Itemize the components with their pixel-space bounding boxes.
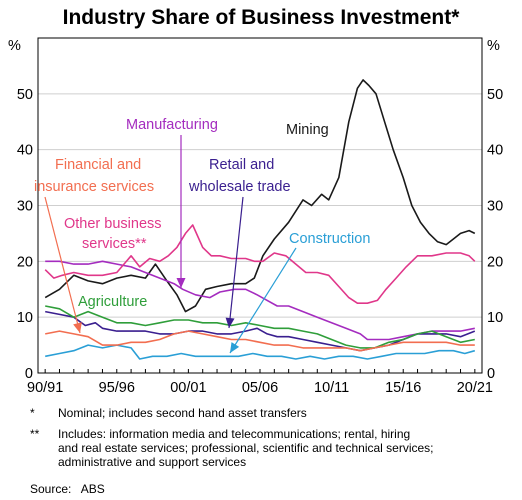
annotation-mining: Mining [286,122,329,138]
series-lines [44,79,476,360]
x-tick-95-96: 95/96 [99,380,135,396]
y-axis-unit-right: % [487,38,500,54]
y-tick-left-50: 50 [17,87,33,103]
arrow-financial [44,196,81,334]
annotation-arrows [44,135,297,354]
series-line-construction [45,344,476,360]
x-tick-00-01: 00/01 [170,380,206,396]
y-tick-right-50: 50 [487,87,503,103]
footnote-2-line1: Includes: information media and telecomm… [58,427,411,441]
footnote-1-marker: * [30,406,35,420]
series-line-manufacturing [45,260,475,341]
source-value: ABS [80,482,105,496]
y-tick-left-10: 10 [17,310,33,326]
source-line: Source: ABS [30,482,105,496]
footnote-2-line3: administrative and support services [58,455,247,469]
annotation-agriculture: Agriculture [78,294,147,310]
x-tick-20-21: 20/21 [457,380,493,396]
footnote-2-line2: and real estate services; professional, … [58,441,434,455]
arrow-financial-head [73,322,82,333]
x-tick-10-11: 10/11 [314,380,349,396]
y-tick-right-20: 20 [487,254,503,270]
annotation-retail-line1: Retail and [209,157,274,173]
y-tick-left-30: 30 [17,199,33,215]
y-tick-right-40: 40 [487,143,503,159]
arrow-retail-head [225,317,235,328]
y-tick-left-20: 20 [17,254,33,270]
series-line-agriculture [45,305,475,349]
annotation-financial-line1: Financial and [55,157,141,173]
x-tick-15-16: 15/16 [385,380,421,396]
y-tick-right-10: 10 [487,310,503,326]
series-line-other-business-services [44,224,476,304]
arrow-retail [228,196,244,329]
axes: 0 0 10 10 20 20 30 30 40 40 50 50% % 90/91 95/96 00/01 0… [8,38,503,396]
line-chart: 0 0 10 10 20 20 30 30 40 40 50 50% % 90/91 95/96 00/01 0… [8,37,503,396]
y-axis-unit-left: % [8,38,21,54]
series-line-mining [44,79,476,313]
arrow-construction [229,247,297,354]
y-tick-left-0: 0 [25,366,33,382]
annotation-construction: Construction [289,231,370,247]
series-line-retail-and-wholesale-trade [45,310,476,352]
x-tick-90-91: 90/91 [27,380,63,396]
arrow-construction-head [230,342,240,353]
y-tick-left-40: 40 [17,143,33,159]
annotation-other-line1: Other business [64,216,162,232]
y-tick-right-0: 0 [487,366,495,382]
y-tick-right-30: 30 [487,199,503,215]
arrow-manufacturing-head [176,278,186,288]
footnote-2-marker: ** [30,427,40,441]
footnote-1-text: Nominal; includes second hand asset tran… [58,406,307,420]
annotations: Mining Manufacturing Retail and wholesal… [34,117,370,310]
annotation-retail-line2: wholesale trade [188,179,291,195]
annotation-other-line2: services** [82,236,147,252]
annotation-financial-line2: insurance services [34,179,154,195]
source-label: Source: [30,482,72,496]
chart-title: Industry Share of Business Investment* [62,6,460,29]
x-tick-05-06: 05/06 [242,380,278,396]
annotation-manufacturing: Manufacturing [126,117,218,133]
series-line-financial-and-insurance-services [45,330,475,352]
